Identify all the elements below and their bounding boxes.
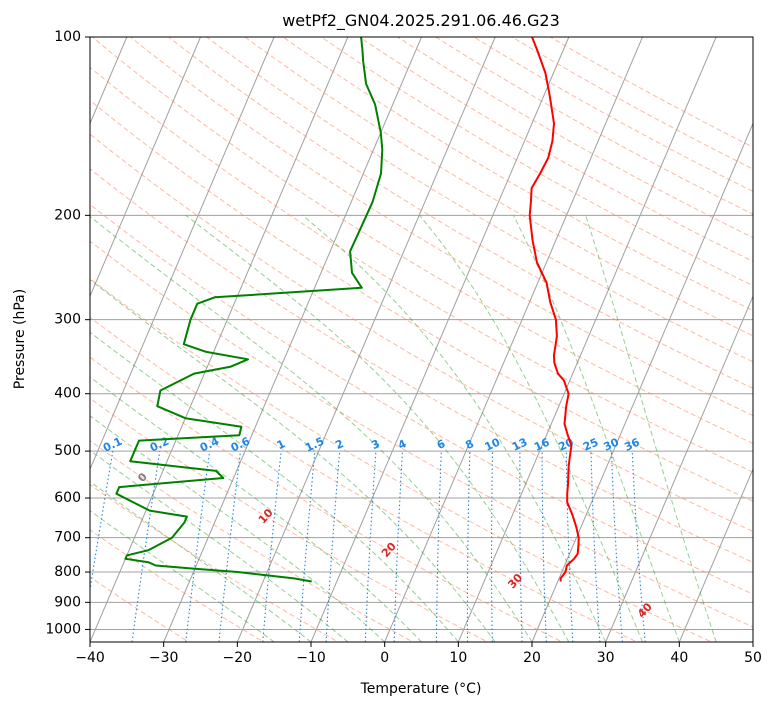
x-tick-label: −30 (149, 650, 179, 666)
mixing-ratio-line (218, 451, 242, 642)
temperature-profile-line (528, 37, 580, 582)
isotherm-line (605, 295, 753, 642)
moist-adiabat-line (90, 481, 312, 642)
mixing-ratio-line (262, 451, 282, 642)
x-axis-label: Temperature (°C) (360, 681, 482, 697)
dry-adiabat-line (90, 483, 340, 642)
y-tick-label: 900 (54, 594, 81, 610)
x-tick-label: 20 (523, 650, 541, 666)
moist-adiabat-line (90, 331, 459, 642)
isotherm-line (384, 37, 643, 642)
y-tick-label: 300 (54, 312, 81, 328)
mixing-ratio-layer (90, 451, 646, 642)
moist-adiabat-line (90, 279, 496, 642)
moist-adiabat-line (419, 214, 643, 642)
x-tick-label: −10 (296, 650, 326, 666)
mixing-ratio-line (131, 451, 161, 642)
moist-adiabat-line (90, 215, 533, 642)
dry-adiabat-line (90, 356, 564, 642)
y-tick-label: 700 (54, 530, 81, 546)
moist-adiabat-line (585, 215, 717, 642)
dry-adiabat-line (167, 37, 753, 389)
y-axis-label: Pressure (hPa) (12, 289, 28, 389)
mixing-ratio-label: 16 (532, 435, 552, 453)
moist-adiabat-line (185, 214, 570, 642)
moist-adiabat-line (90, 415, 386, 642)
dry-adiabat-line (129, 37, 753, 417)
x-tick-label: −20 (223, 650, 253, 666)
isotherm-line (90, 37, 275, 471)
x-tick-label: 10 (449, 650, 467, 666)
y-tick-label: 500 (54, 443, 81, 459)
x-tick-label: −40 (75, 650, 105, 666)
y-tick-label: 800 (54, 564, 81, 580)
dry-adiabat-line (90, 529, 265, 642)
mixing-ratio-line (631, 451, 646, 642)
mixing-ratio-line (298, 451, 316, 642)
x-tick-label: 30 (597, 650, 615, 666)
dry-adiabat-line (90, 316, 639, 642)
mixing-ratio-label: 10 (483, 435, 503, 453)
isotherm-line (531, 122, 753, 642)
dry-adiabat-layer (90, 37, 753, 642)
y-tick-label: 600 (54, 490, 81, 506)
dry-adiabat-line (90, 203, 753, 595)
moist-adiabat-line (302, 214, 607, 642)
moist-adiabat-layer (90, 214, 717, 642)
mixing-ratio-label: 30 (602, 435, 622, 453)
mixing-ratio-line (90, 451, 114, 594)
dry-adiabat-line (90, 133, 753, 533)
mixing-ratio-label: 13 (510, 436, 529, 454)
isotherm-line (236, 37, 496, 642)
isotherm-line (90, 37, 201, 298)
dry-adiabat-line (90, 240, 753, 628)
mixing-ratio-label: 36 (622, 435, 642, 453)
chart-title: wetPf2_GN04.2025.291.06.46.G23 (282, 11, 560, 31)
dry-adiabat-line (90, 278, 713, 642)
dry-adiabat-line (90, 168, 753, 563)
isotherm-line (163, 37, 422, 642)
dewpoint-profile-line (115, 37, 384, 583)
x-tick-label: 50 (744, 650, 762, 666)
x-tick-label: 40 (670, 650, 688, 666)
isotherm-line (457, 37, 717, 642)
isotherm-line (678, 467, 753, 642)
moist-adiabat-line (513, 215, 680, 642)
y-tick-label: 100 (54, 29, 81, 45)
y-tick-label: 1000 (45, 621, 81, 637)
y-tick-label: 400 (54, 386, 81, 402)
isotherm-line (90, 37, 349, 642)
dry-adiabat-line (90, 397, 489, 642)
x-tick-label: 0 (380, 650, 389, 666)
y-tick-label: 200 (54, 207, 81, 223)
dry-adiabat-line (91, 37, 753, 445)
plot-frame (89, 36, 754, 643)
axis-layer: −40 −30 −20 −10 0 10 20 30 40 50 100 200 300 400 500 60… (45, 29, 762, 666)
moist-adiabat-line (90, 376, 422, 642)
mixing-ratio-line (185, 451, 211, 642)
dry-adiabat-line (90, 66, 753, 473)
sounding-layer (115, 37, 580, 583)
mixing-ratio-label: 25 (581, 436, 600, 454)
